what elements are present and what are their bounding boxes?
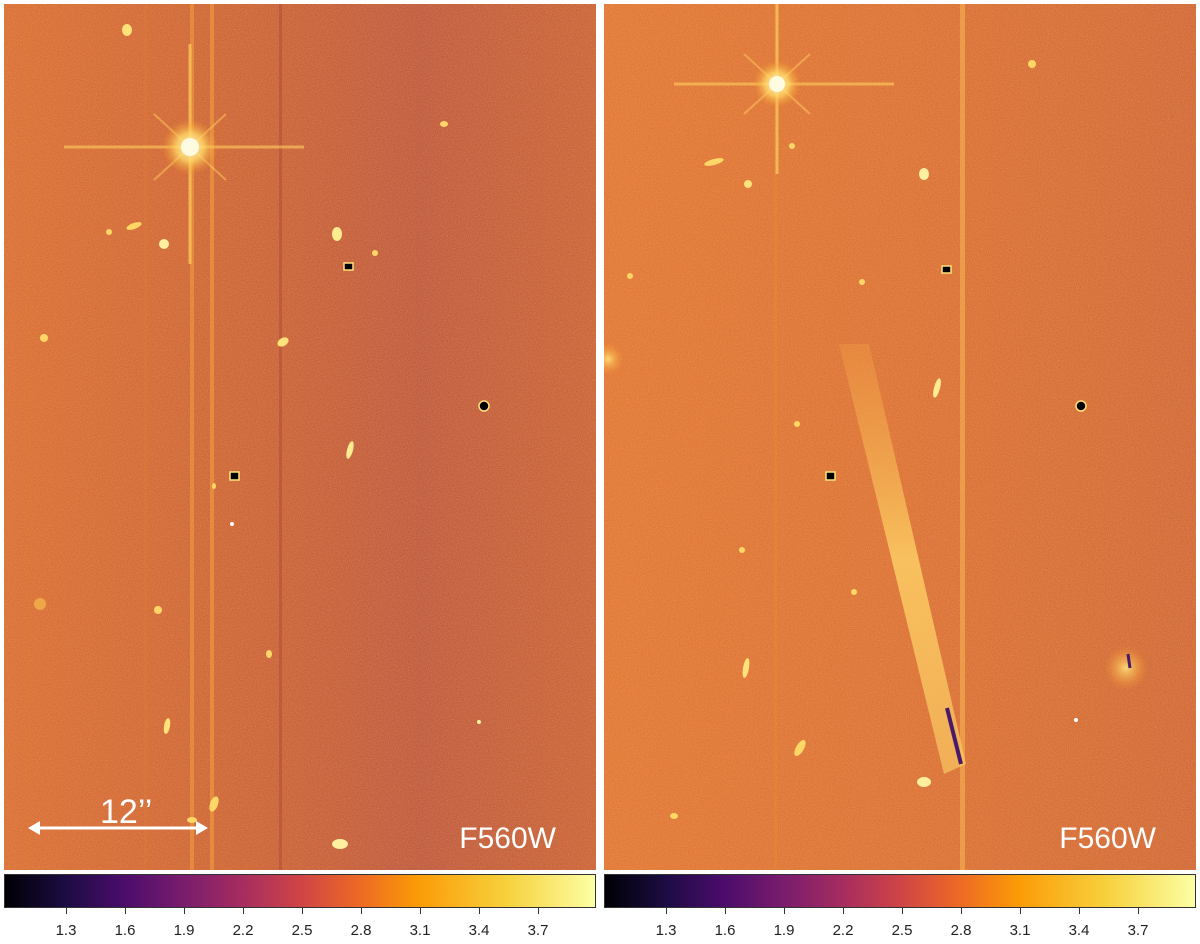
scale-bar-label: 12’’	[100, 793, 153, 831]
colorbar-tick-label: 3.1	[1009, 922, 1031, 939]
colorbar-tick	[1020, 908, 1021, 914]
colorbar-tick	[961, 908, 962, 914]
colorbar-tick-label: 3.4	[1068, 922, 1090, 939]
colorbar-tick-label: 2.8	[350, 922, 372, 939]
colorbar-tick	[361, 908, 362, 914]
colorbar-tick-label: 1.9	[773, 922, 795, 939]
colorbar-tick-label: 1.9	[173, 922, 195, 939]
colorbar-tick-label: 2.5	[291, 922, 313, 939]
colorbar-tick	[184, 908, 185, 914]
colorbar-ticks-right: 1.3 1.6 1.9 2.2 2.5 2.8 3.1 3.4 3.7	[604, 908, 1196, 944]
colorbar-tick	[302, 908, 303, 914]
colorbar-tick	[725, 908, 726, 914]
astronomical-image-left	[4, 4, 596, 870]
colorbar-tick	[1138, 908, 1139, 914]
colorbar-tick-label: 1.3	[655, 922, 677, 939]
colorbar-tick-label: 3.7	[1127, 922, 1149, 939]
colorbar-tick-label: 2.2	[232, 922, 254, 939]
filter-label: F560W	[1059, 822, 1156, 855]
colorbar-ticks-left: 1.3 1.6 1.9 2.2 2.5 2.8 3.1 3.4 3.7	[4, 908, 596, 944]
scale-bar-arrow	[28, 821, 208, 835]
colorbar-tick	[420, 908, 421, 914]
colorbar-tick	[66, 908, 67, 914]
colorbar-tick-label: 3.7	[527, 922, 549, 939]
astronomical-image-right	[604, 4, 1196, 870]
colorbar-tick	[902, 908, 903, 914]
colorbar-left	[4, 874, 596, 908]
colorbar-tick	[243, 908, 244, 914]
colorbar-right	[604, 874, 1196, 908]
colorbar-tick-label: 1.3	[55, 922, 77, 939]
colorbar-tick-label: 3.1	[409, 922, 431, 939]
colorbar-tick-label: 2.2	[832, 922, 854, 939]
colorbar-tick	[479, 908, 480, 914]
image-panel-right: F560W	[604, 4, 1196, 870]
colorbar-tick-label: 2.5	[891, 922, 913, 939]
colorbar-tick	[784, 908, 785, 914]
colorbar-tick-label: 3.4	[468, 922, 490, 939]
image-panel-left: 12’’ F560W	[4, 4, 596, 870]
colorbar-tick	[538, 908, 539, 914]
colorbar-tick-label: 2.8	[950, 922, 972, 939]
colorbar-tick	[1079, 908, 1080, 914]
colorbar-tick-label: 1.6	[114, 922, 136, 939]
colorbar-tick	[666, 908, 667, 914]
colorbar-tick-label: 1.6	[714, 922, 736, 939]
colorbar-tick	[843, 908, 844, 914]
filter-label: F560W	[459, 822, 556, 855]
colorbar-tick	[125, 908, 126, 914]
